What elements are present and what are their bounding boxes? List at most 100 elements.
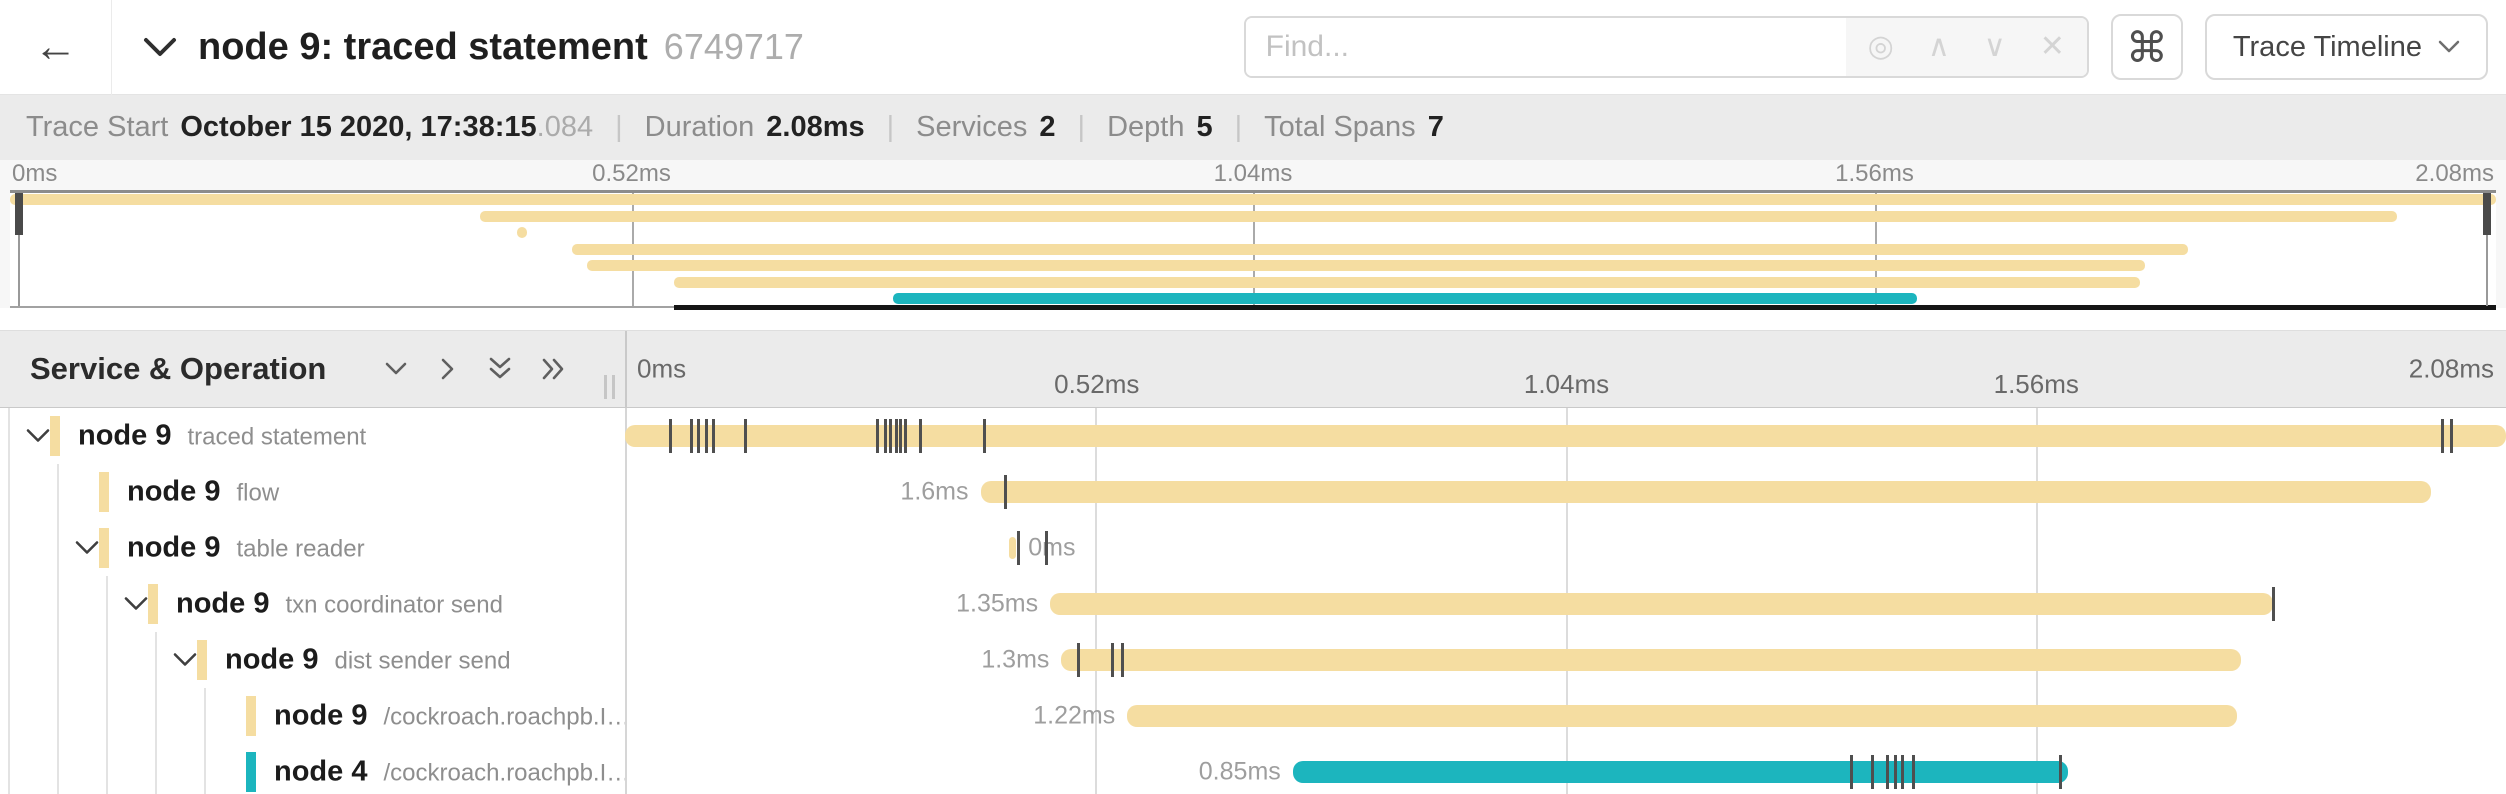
span-duration-bar[interactable] — [625, 425, 2506, 447]
stat-label: Services — [916, 111, 1028, 143]
expander-button[interactable] — [123, 596, 149, 613]
span-timeline-cell[interactable]: 1.35ms — [625, 576, 2506, 632]
span-row[interactable]: node 9 txn coordinator send 1.35ms — [0, 576, 2506, 632]
span-name-cell[interactable]: node 9 txn coordinator send — [0, 576, 625, 632]
service-name: node 9 — [127, 531, 221, 564]
find-input[interactable] — [1245, 18, 1846, 76]
service-color-bar — [50, 416, 60, 456]
minimap-span — [479, 210, 2397, 222]
indent-guide — [106, 576, 108, 632]
ruler-tick-label: 0.52ms — [592, 160, 671, 187]
chevron-down-icon — [386, 362, 407, 375]
span-timeline-cell[interactable]: 1.6ms — [625, 464, 2506, 520]
log-marker-tick — [1077, 643, 1081, 677]
page-title: node 9: traced statement — [198, 25, 648, 68]
span-name-cell[interactable]: node 9/cockroach.roachpb.I… — [0, 688, 625, 744]
span-row[interactable]: node 9 dist sender send 1.3ms — [0, 632, 2506, 688]
log-marker-tick — [1893, 755, 1897, 789]
prev-match-icon[interactable]: ∧ — [1927, 30, 1950, 63]
keyboard-shortcuts-button[interactable]: ⌘ — [2110, 14, 2183, 80]
span-name: node 9 table reader — [127, 532, 365, 565]
duration-label: 0ms — [1028, 533, 1076, 562]
span-duration-bar[interactable] — [980, 481, 2431, 503]
span-row[interactable]: node 9 traced statement — [0, 408, 2506, 464]
duration-label: 0.85ms — [1198, 757, 1281, 786]
ruler-tick-label: 0ms — [12, 160, 58, 187]
indent-guide — [57, 688, 59, 744]
service-color-bar — [246, 696, 256, 736]
span-timeline-cell[interactable]: 0ms — [625, 520, 2506, 576]
column-resizer-grip[interactable] — [604, 375, 615, 399]
span-timeline-cell[interactable]: 0.85ms — [625, 744, 2506, 794]
span-duration-bar[interactable] — [1050, 593, 2273, 615]
log-marker-tick — [898, 419, 902, 453]
span-row[interactable]: node 4/cockroach.roachpb.I… 0.85ms — [0, 744, 2506, 794]
trace-header-collapse-toggle[interactable] — [142, 35, 178, 59]
viewport-end-scrubber[interactable] — [2483, 193, 2491, 235]
trace-view-dropdown[interactable]: Trace Timeline — [2204, 14, 2488, 80]
minimap-span — [892, 293, 1917, 304]
expander-button[interactable] — [25, 428, 51, 445]
locate-match-icon[interactable]: ◎ — [1867, 30, 1894, 63]
span-name-cell[interactable]: node 9 dist sender send — [0, 632, 625, 688]
clear-search-icon[interactable]: ✕ — [2039, 30, 2065, 63]
indent-guide — [57, 744, 59, 794]
span-name-cell[interactable]: node 9 flow — [0, 464, 625, 520]
span-name-cell[interactable]: node 4/cockroach.roachpb.I… — [0, 744, 625, 794]
span-duration-bar[interactable] — [1008, 537, 1017, 559]
operation-name: flow — [236, 479, 280, 507]
top-bar: ← node 9: traced statement 6749717 ◎ ∧ ∨… — [0, 0, 2506, 95]
span-duration-bar[interactable] — [1292, 761, 2068, 783]
indent-guide — [8, 576, 10, 632]
find-control: ◎ ∧ ∨ ✕ — [1243, 16, 2089, 78]
minimap-ruler: 0ms 0.52ms 1.04ms 1.56ms 2.08ms — [10, 160, 2496, 190]
stat-value: 2 — [1039, 111, 1056, 143]
collapse-all-button[interactable] — [540, 355, 568, 383]
span-row[interactable]: node 9 flow 1.6ms — [0, 464, 2506, 520]
span-row[interactable]: node 9/cockroach.roachpb.I… 1.22ms — [0, 688, 2506, 744]
span-duration-bar[interactable] — [1061, 649, 2241, 671]
stat-label: Trace Start — [26, 111, 169, 143]
operation-name: table reader — [236, 535, 365, 563]
log-marker-tick — [2441, 419, 2445, 453]
stat-label: Duration — [644, 111, 755, 143]
minimap-canvas[interactable] — [10, 190, 2496, 310]
spacer — [0, 308, 2506, 330]
duration-label: 1.6ms — [900, 477, 969, 506]
chevron-down-icon — [173, 653, 197, 666]
log-marker-tick — [689, 419, 693, 453]
log-marker-tick — [2059, 755, 2063, 789]
log-marker-tick — [744, 419, 748, 453]
chevron-down-icon — [144, 38, 176, 56]
log-marker-tick — [883, 419, 887, 453]
expander-button[interactable] — [172, 652, 198, 669]
operation-name: traced statement — [187, 423, 367, 451]
service-color-bar — [246, 752, 256, 792]
minimap-dark-bar — [673, 305, 2496, 310]
collapse-one-button[interactable] — [436, 355, 460, 383]
expand-one-button[interactable] — [382, 357, 410, 381]
service-color-bar — [197, 640, 207, 680]
span-timeline-cell[interactable] — [625, 408, 2506, 464]
span-name-cell[interactable]: node 9 table reader — [0, 520, 625, 576]
indent-guide — [8, 688, 10, 744]
span-row[interactable]: node 9 table reader 0ms — [0, 520, 2506, 576]
span-timeline-cell[interactable]: 1.3ms — [625, 632, 2506, 688]
next-match-icon[interactable]: ∨ — [1983, 30, 2006, 63]
log-marker-tick — [1886, 755, 1890, 789]
indent-guide — [57, 632, 59, 688]
operation-name: txn coordinator send — [285, 591, 503, 619]
viewport-start-scrubber[interactable] — [15, 193, 23, 235]
span-name-cell[interactable]: node 9 traced statement — [0, 408, 625, 464]
operation-name: /cockroach.roachpb.I… — [383, 759, 625, 787]
chevron-down-icon — [75, 541, 99, 554]
span-timeline-cell[interactable]: 1.22ms — [625, 688, 2506, 744]
expand-all-button[interactable] — [486, 355, 514, 383]
log-marker-tick — [1871, 755, 1875, 789]
back-arrow-icon: ← — [33, 22, 78, 71]
indent-guide — [155, 688, 157, 744]
expander-button[interactable] — [74, 540, 100, 557]
span-duration-bar[interactable] — [1127, 705, 2237, 727]
back-button[interactable]: ← — [0, 0, 112, 95]
